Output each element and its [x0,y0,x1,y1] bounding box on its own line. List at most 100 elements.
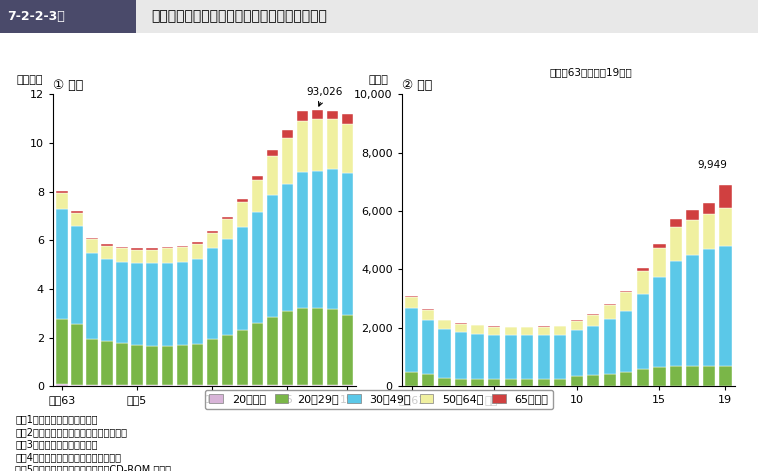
Bar [252,323,263,385]
Bar [86,253,98,339]
Bar [571,320,583,321]
Bar [342,173,353,316]
Bar [146,248,158,250]
Bar [488,379,500,386]
Bar [703,365,715,386]
Bar [422,374,434,386]
Bar [192,244,203,259]
Bar [587,314,600,315]
Bar [471,333,484,379]
Text: （人）: （人） [368,74,388,84]
Bar [192,344,203,385]
Bar [587,325,600,375]
Bar [192,385,203,386]
Bar [620,291,632,292]
Bar [455,323,468,324]
Bar [455,324,468,332]
Bar [537,326,550,327]
Bar [438,320,451,329]
Bar [620,372,632,386]
Bar [488,335,500,379]
Bar [521,335,534,379]
Bar [252,180,263,212]
Bar [719,246,731,365]
Bar [281,130,293,138]
Bar [537,379,550,386]
Bar [252,212,263,323]
Bar [342,124,353,173]
Bar [312,308,323,385]
Bar [267,317,278,385]
Bar [603,319,616,374]
Bar [221,239,233,335]
Text: 一般刑法犯の男女別・年齢層別起訴人員の推移: 一般刑法犯の男女別・年齢層別起訴人員の推移 [152,9,327,24]
Bar [571,330,583,376]
Text: 注　1　検察統計年報による。: 注 1 検察統計年報による。 [15,414,98,424]
Bar [521,327,534,335]
Bar [686,365,699,386]
Bar [296,121,308,172]
Bar [438,378,451,386]
Bar [637,271,649,294]
Bar [686,255,699,365]
Text: （万人）: （万人） [17,74,43,84]
Bar [86,339,98,385]
Bar [71,211,83,213]
Bar [505,335,517,379]
Bar [102,245,113,260]
Bar [221,217,233,219]
Bar [267,150,278,155]
Text: 7-2-2-3図: 7-2-2-3図 [8,10,65,23]
Bar [102,385,113,386]
Bar [281,184,293,310]
Bar [117,385,128,386]
Bar [406,296,418,297]
Bar [327,385,338,386]
Bar [131,385,143,386]
Bar [236,227,248,330]
Bar [252,385,263,386]
Bar [56,191,67,193]
Bar [206,249,218,339]
Bar [236,199,248,202]
Bar [296,172,308,308]
Bar [620,311,632,372]
Text: 9,949: 9,949 [697,160,727,170]
Bar [236,385,248,386]
Bar [422,320,434,374]
Bar [719,365,731,386]
Bar [686,220,699,255]
Bar [281,138,293,184]
Bar [56,318,67,384]
Bar [571,376,583,386]
Bar [342,385,353,386]
Bar [71,227,83,324]
Bar [637,294,649,369]
Bar [719,185,731,209]
Bar [669,219,682,227]
Bar [267,385,278,386]
Bar [455,332,468,379]
Bar [669,261,682,366]
Bar [312,171,323,308]
Bar [327,119,338,170]
Bar [471,379,484,386]
Bar [521,379,534,386]
Bar [653,367,666,386]
Bar [131,263,143,345]
Text: ① 男子: ① 男子 [53,79,83,92]
Bar [86,237,98,239]
Bar [537,327,550,335]
Bar [177,247,188,262]
Text: 2　被疑者が法人である事件を除く。: 2 被疑者が法人である事件を除く。 [15,427,127,437]
Text: （昭和63年～平成19年）: （昭和63年～平成19年） [550,67,633,77]
Bar [281,385,293,386]
Bar [438,329,451,378]
Bar [327,170,338,309]
Bar [236,330,248,385]
Bar [603,374,616,386]
Bar [406,297,418,308]
Bar [86,239,98,253]
Bar [296,112,308,121]
Bar [131,250,143,263]
